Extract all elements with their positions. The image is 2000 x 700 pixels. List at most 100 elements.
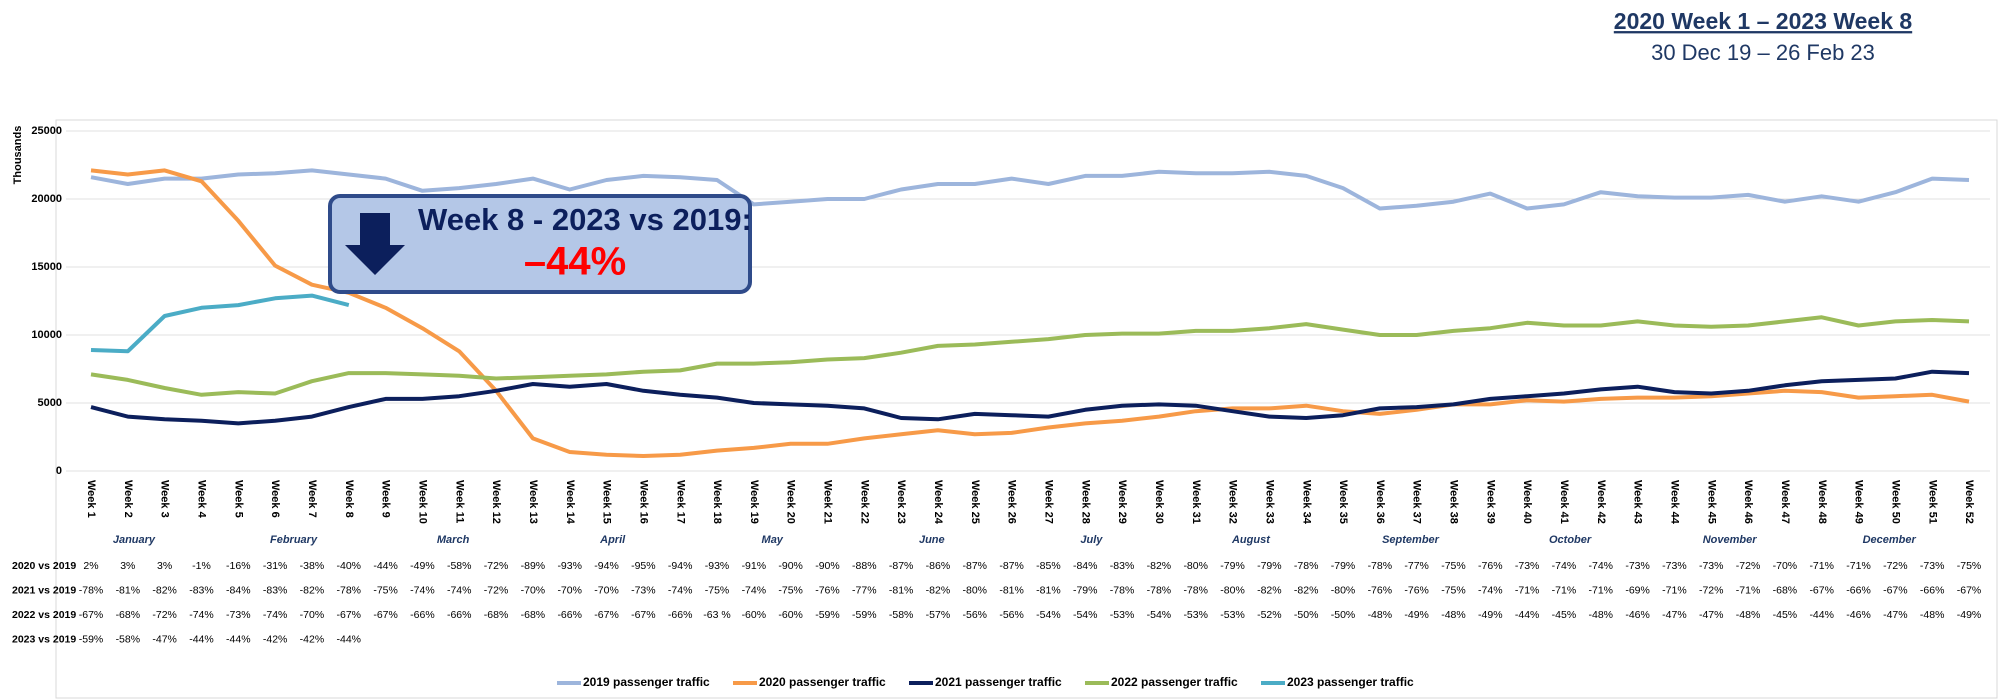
table-cell: -79% [1331,560,1356,572]
table-cell: -77% [852,584,877,596]
table-cell: -81% [116,584,141,596]
table-cell: -73% [631,584,656,596]
table-cell: -67% [1957,584,1982,596]
table-cell: -70% [594,584,619,596]
x-tick-label: Week 31 [1190,480,1202,524]
table-cell: -48% [1368,609,1393,621]
table-cell: -82% [152,584,177,596]
row-label: 2020 vs 2019 [12,560,76,572]
x-tick-label: Week 44 [1669,480,1681,525]
table-cell: -71% [1809,560,1834,572]
table-cell: -71% [1662,584,1687,596]
x-tick-label: Week 10 [417,480,429,524]
series-line [90,369,1970,426]
table-cell: -74% [1552,560,1577,572]
table-cell: -1% [192,560,211,572]
x-tick-label: Week 8 [343,480,355,518]
table-cell: -48% [1589,609,1614,621]
series-line [90,168,1970,458]
x-tick-label: Week 4 [196,480,208,519]
table-cell: -76% [1478,560,1503,572]
month-label: October [1549,534,1592,546]
month-label: May [762,534,784,546]
plot: 0 5000 10000 15000 20000 25000 Week 1 Week 2 Wee… [12,125,1990,689]
x-tick-label: Week 11 [453,480,465,523]
table-cell: -42% [263,633,288,645]
annotation-box [328,194,752,294]
table-cell: -76% [1404,584,1429,596]
table-cell: -57% [926,609,951,621]
table-cell: -82% [1294,584,1319,596]
table-cell: -42% [300,633,325,645]
x-tick-label: Week 43 [1632,480,1644,524]
x-tick-label: Week 16 [637,480,649,524]
table-cell: -72% [484,584,509,596]
table-cell: -31% [263,560,288,572]
month-label: August [1231,534,1271,546]
table-cell: -58% [116,633,141,645]
table-cell: -38% [300,560,325,572]
x-tick-label: Week 41 [1558,480,1570,524]
table-cell: -67% [631,609,656,621]
table-cell: 2% [83,560,98,572]
table-cell: -67% [79,609,104,621]
chart-title: 2020 Week 1 – 2023 Week 8 [1614,8,1913,34]
table-cell: -70% [1773,560,1798,572]
table-cell: -84% [226,584,251,596]
table-cell: -72% [1883,560,1908,572]
x-tick-label: Week 50 [1889,480,1901,524]
y-axis-label: Thousands [12,126,24,185]
table-cell: -44% [189,633,214,645]
table-cell: -87% [963,560,988,572]
x-tick-label: Week 29 [1116,480,1128,524]
annotation-text: Week 8 - 2023 vs 2019: [418,202,752,237]
table-cell: -73% [226,609,251,621]
x-tick-label: Week 18 [711,480,723,524]
table-cell: -50% [1294,609,1319,621]
table-cell: -47% [1699,609,1724,621]
table-cell: -69% [1625,584,1650,596]
table-cell: -72% [1699,584,1724,596]
table-cell: -52% [1257,609,1282,621]
table-cell: -53% [1220,609,1245,621]
table-cell: -49% [1957,609,1982,621]
table-cell: -81% [889,584,914,596]
table-cell: -78% [1147,584,1172,596]
table-cell: -47% [152,633,177,645]
x-tick-label: Week 49 [1853,480,1865,524]
month-label: April [599,534,626,546]
table-cell: -71% [1736,584,1761,596]
table-cell: -73% [1625,560,1650,572]
table-cell: -49% [1404,609,1429,621]
table-cell: -78% [1183,584,1208,596]
table-cell: 3% [157,560,172,572]
table-cell: -58% [889,609,914,621]
x-tick-label: Week 33 [1263,480,1275,524]
table-cell: -70% [521,584,546,596]
table-cell: -76% [815,584,840,596]
x-tick-label: Week 20 [785,480,797,524]
x-tick-label: Week 22 [858,480,870,524]
table-cell: -93% [705,560,730,572]
table-cell: -87% [999,560,1024,572]
table-cell: -50% [1331,609,1356,621]
table-cell: -74% [410,584,435,596]
table-cell: -82% [1147,560,1172,572]
row-label: 2021 vs 2019 [12,584,76,596]
table-cell: -83% [263,584,288,596]
table-cell: -54% [1147,609,1172,621]
table-cell: -54% [1036,609,1061,621]
table-cell: -67% [594,609,619,621]
down-arrow [345,213,405,275]
table-cell: -82% [300,584,325,596]
table-cell: -46% [1625,609,1650,621]
month-label: December [1863,534,1917,546]
table-cell: -74% [1589,560,1614,572]
annotation: Week 8 - 2023 vs 2019: –44% [328,194,752,294]
month-label: September [1382,534,1440,546]
month-label: February [270,534,318,546]
x-tick-label: Week 37 [1411,480,1423,524]
table-cell: -75% [705,584,730,596]
row-label: 2023 vs 2019 [12,633,76,645]
table-cell: -44% [226,633,251,645]
